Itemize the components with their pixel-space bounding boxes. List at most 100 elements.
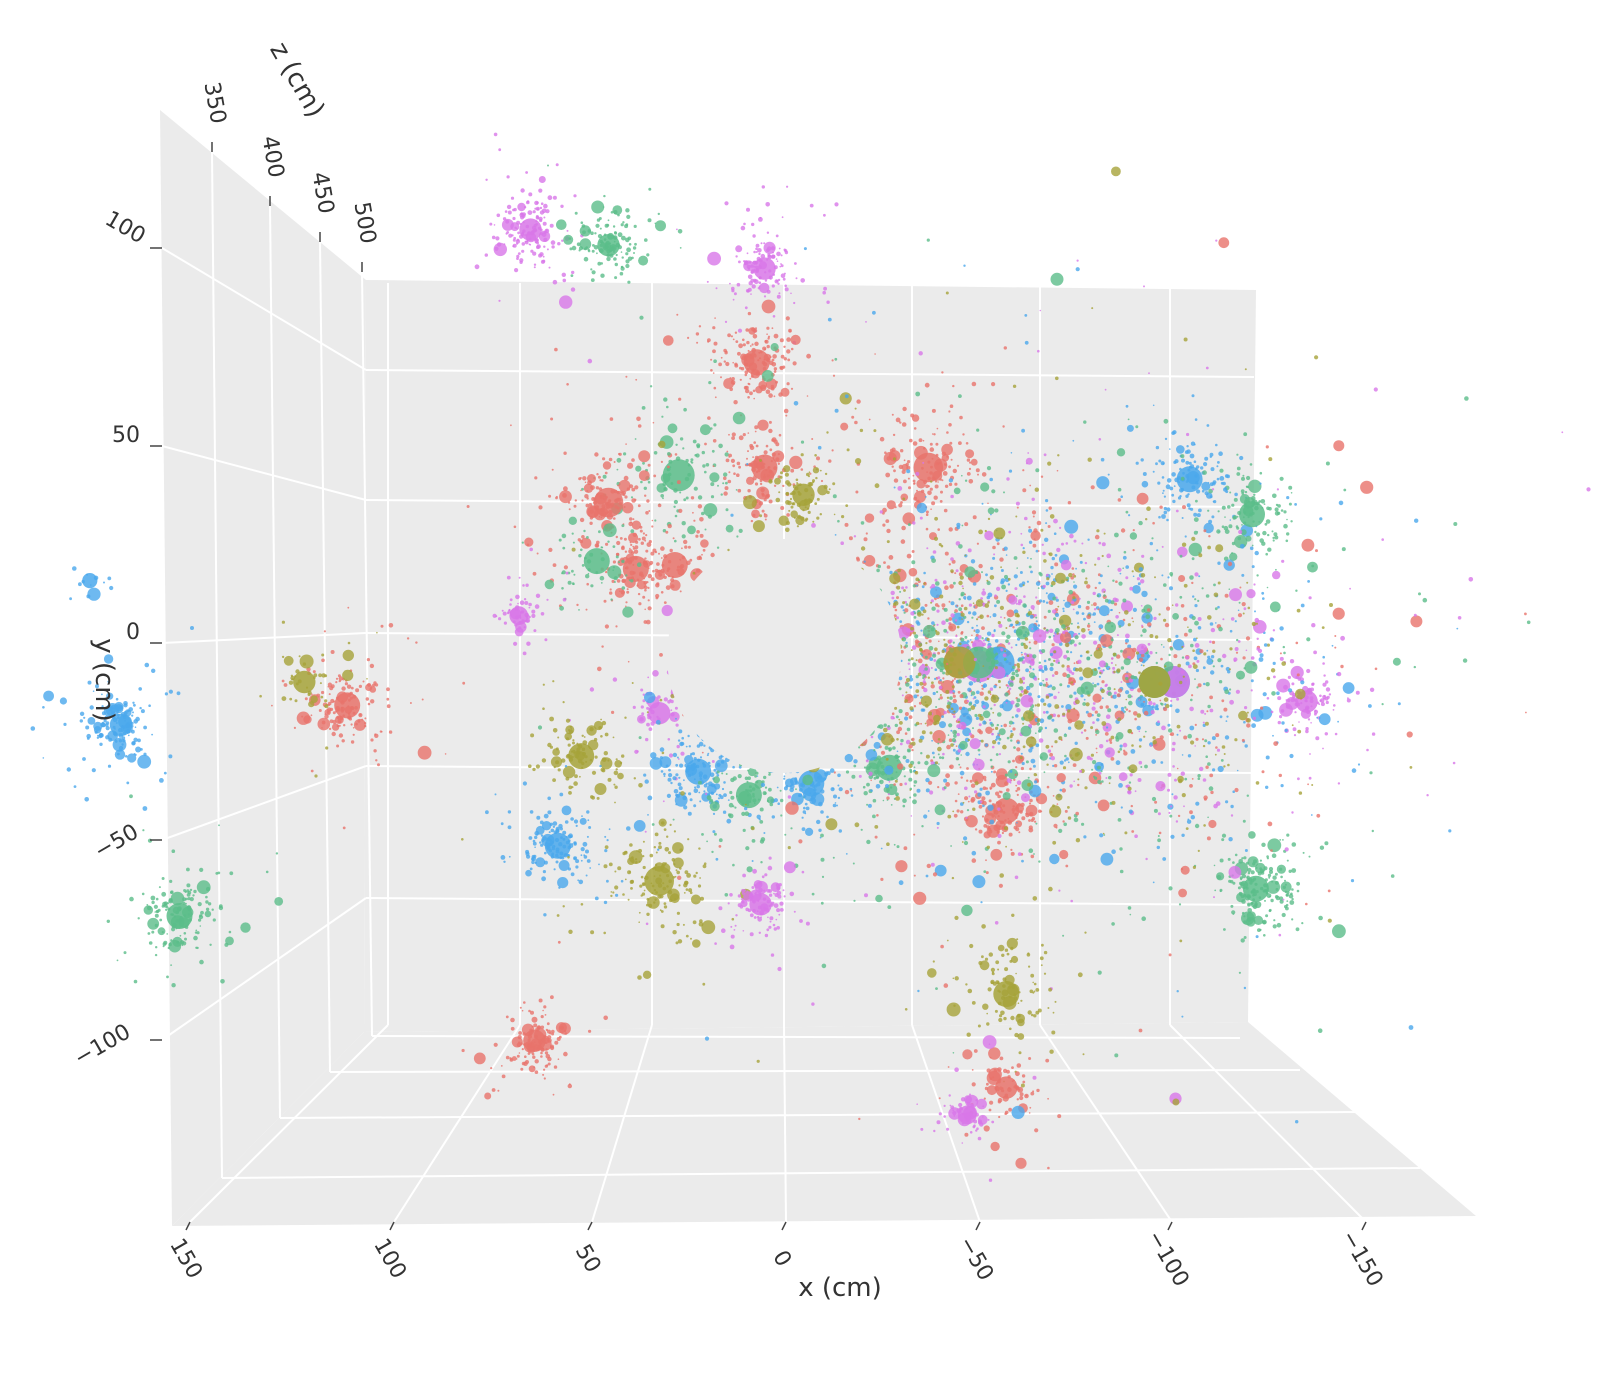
- data-point: [559, 792, 564, 797]
- data-point: [958, 763, 961, 766]
- data-point: [763, 832, 766, 834]
- data-point: [797, 514, 802, 519]
- data-point: [968, 467, 972, 470]
- data-point: [660, 924, 665, 929]
- z-gridline-side: [319, 241, 331, 1073]
- data-point: [805, 827, 814, 837]
- data-point: [1162, 492, 1164, 494]
- data-point: [890, 804, 893, 806]
- data-point: [909, 685, 913, 689]
- data-point: [1266, 855, 1269, 858]
- data-point: [948, 482, 953, 487]
- data-point: [552, 1093, 555, 1096]
- data-point: [647, 463, 651, 467]
- data-point: [168, 689, 173, 694]
- data-point: [644, 608, 646, 611]
- data-point: [193, 935, 198, 941]
- data-point: [895, 794, 898, 797]
- data-point: [1019, 810, 1023, 814]
- data-point: [921, 825, 924, 828]
- data-point: [605, 542, 609, 546]
- data-point: [1283, 510, 1287, 514]
- data-point: [948, 1094, 951, 1097]
- data-point: [923, 447, 926, 450]
- data-point: [590, 268, 593, 271]
- data-point: [517, 202, 526, 212]
- data-point: [831, 359, 834, 362]
- data-point: [621, 754, 625, 758]
- data-point: [1031, 817, 1036, 821]
- cluster-core: [166, 903, 193, 929]
- data-point: [971, 626, 974, 630]
- data-point: [610, 598, 613, 601]
- data-point: [1154, 598, 1157, 601]
- data-point: [1061, 705, 1064, 708]
- data-point: [675, 763, 679, 767]
- data-point: [679, 867, 682, 870]
- data-point: [1010, 848, 1013, 852]
- data-point: [421, 698, 424, 701]
- data-point: [768, 393, 773, 398]
- data-point: [186, 883, 191, 888]
- data-point: [608, 828, 611, 831]
- data-point: [552, 728, 558, 733]
- data-point: [748, 327, 756, 335]
- data-point: [901, 525, 906, 531]
- data-point: [613, 257, 617, 261]
- data-point: [793, 301, 796, 305]
- data-point: [692, 939, 701, 948]
- data-point: [132, 711, 134, 714]
- data-point: [555, 747, 559, 751]
- data-point: [151, 930, 155, 934]
- data-point: [729, 790, 733, 795]
- data-point: [127, 753, 137, 763]
- data-point: [355, 722, 358, 726]
- data-point: [904, 608, 909, 613]
- data-point: [784, 284, 787, 288]
- data-point: [327, 682, 332, 687]
- data-point: [1077, 783, 1080, 787]
- data-point: [1232, 913, 1235, 915]
- data-point: [610, 894, 613, 898]
- data-point: [990, 981, 994, 985]
- data-point: [745, 328, 749, 332]
- data-point: [838, 787, 843, 792]
- data-point: [615, 555, 619, 559]
- data-point: [645, 511, 649, 515]
- data-point: [747, 450, 749, 453]
- data-point: [1207, 509, 1210, 512]
- data-point: [599, 764, 602, 768]
- data-point: [576, 603, 579, 607]
- data-point: [746, 207, 750, 212]
- data-point: [780, 254, 783, 257]
- data-point: [585, 608, 588, 611]
- data-point: [1030, 530, 1041, 541]
- data-point: [1028, 1112, 1031, 1114]
- data-point: [931, 739, 933, 742]
- data-point: [572, 741, 575, 745]
- data-point: [147, 932, 151, 935]
- data-point: [86, 737, 90, 740]
- data-point: [663, 828, 667, 831]
- data-point: [776, 908, 781, 913]
- data-point: [776, 926, 780, 930]
- data-point: [502, 217, 507, 221]
- data-point: [299, 654, 314, 669]
- data-point: [941, 443, 953, 456]
- data-point: [1247, 867, 1252, 873]
- data-point: [523, 598, 527, 601]
- data-point: [87, 717, 96, 725]
- data-point: [409, 702, 412, 704]
- data-point: [685, 745, 688, 748]
- data-point: [776, 786, 779, 789]
- data-point: [990, 566, 994, 571]
- data-point: [1032, 515, 1035, 518]
- data-point: [790, 468, 795, 473]
- data-point: [642, 970, 652, 979]
- cluster-core: [993, 981, 1020, 1007]
- data-point: [990, 1141, 1000, 1152]
- data-point: [558, 823, 563, 829]
- data-point: [1231, 910, 1236, 915]
- data-point: [510, 196, 515, 200]
